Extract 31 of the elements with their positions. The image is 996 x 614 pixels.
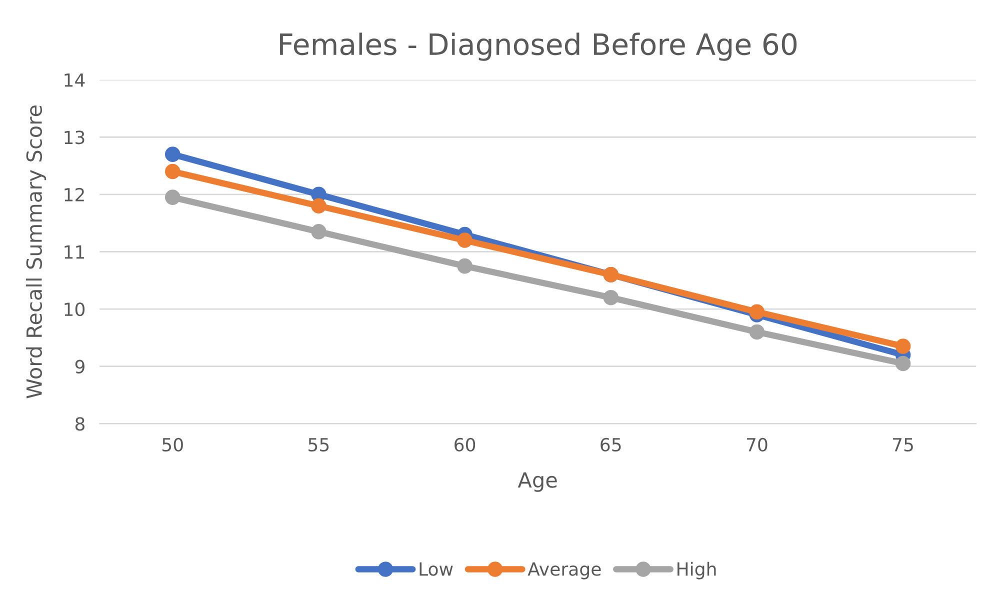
legend-label: High — [678, 562, 716, 580]
point — [457, 258, 472, 274]
chart-title: Females - Diagnosed Before Age 60 — [280, 32, 797, 61]
x-tick-label: 75 — [893, 438, 913, 452]
y-tick-label: 11 — [64, 245, 84, 259]
x-tick-label: 60 — [454, 438, 476, 452]
y-tick-label: 14 — [64, 74, 85, 87]
y-tick-label: 9 — [75, 360, 84, 374]
x-tick-label: 70 — [746, 438, 768, 452]
point — [749, 304, 765, 320]
y-tick-label: 10 — [64, 302, 85, 316]
legend-label: Low — [420, 562, 453, 576]
y-axis-title: Word Recall Summary Score — [26, 106, 46, 398]
point — [165, 164, 180, 180]
x-tick-label: 50 — [162, 438, 183, 452]
x-tick-label: 55 — [308, 438, 329, 452]
point — [457, 232, 472, 248]
point — [895, 356, 911, 372]
y-tick-label: 8 — [75, 417, 84, 431]
x-tick-label: 65 — [600, 438, 621, 452]
y-tick-label: 13 — [64, 130, 84, 144]
point — [895, 338, 911, 354]
point — [165, 146, 180, 162]
y-tick-label: 12 — [64, 188, 84, 202]
point — [603, 290, 619, 306]
point — [749, 324, 765, 340]
x-axis-title: Age — [518, 472, 557, 492]
point — [311, 224, 326, 240]
legend-label: Average — [528, 562, 601, 580]
point — [165, 190, 180, 205]
point — [311, 198, 326, 214]
